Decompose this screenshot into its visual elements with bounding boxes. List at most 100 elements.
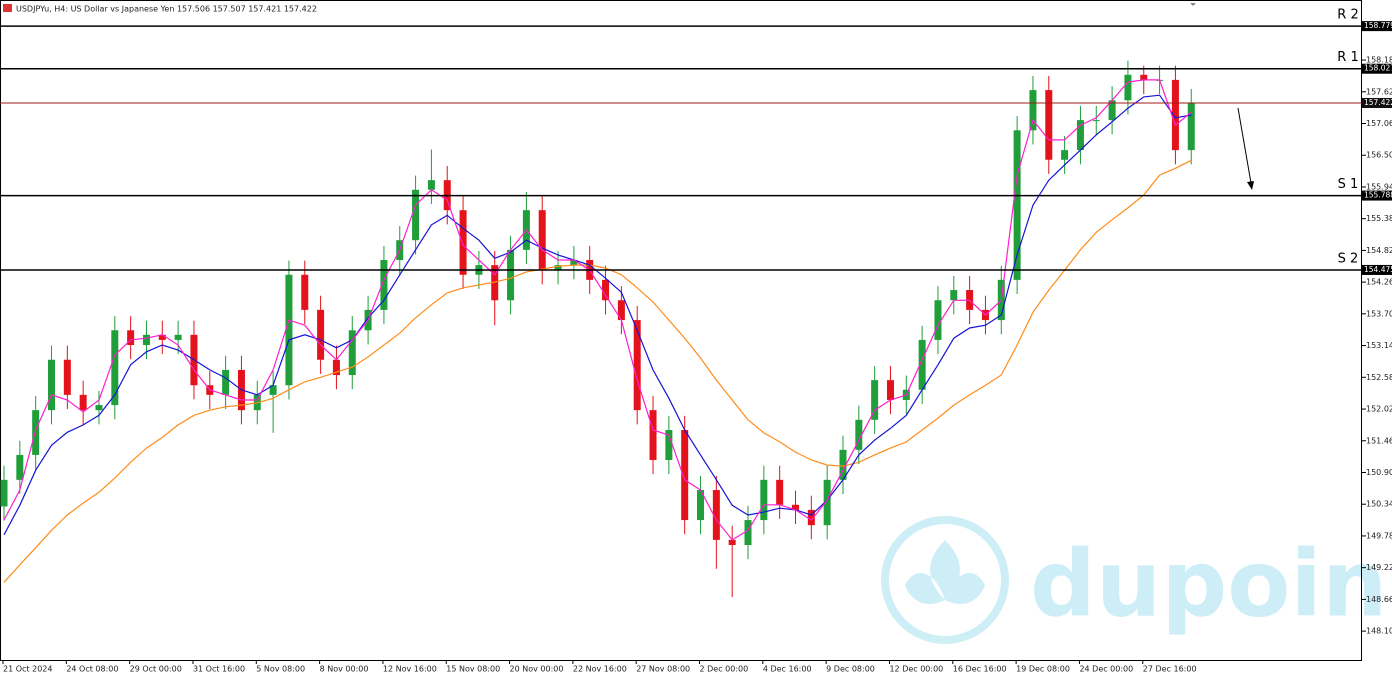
price-box-label: 154.475	[1364, 265, 1392, 274]
candle-body	[934, 300, 942, 340]
candle-body	[855, 419, 863, 450]
candle-body	[348, 330, 356, 376]
y-tick-label: 150.340	[1366, 500, 1392, 509]
candle-body	[1029, 90, 1037, 131]
level-label: R 1	[1337, 50, 1358, 65]
watermark-logo	[881, 516, 1009, 644]
y-tick-label: 153.700	[1366, 309, 1392, 318]
x-tick-label: 22 Nov 16:00	[573, 665, 627, 674]
candle-body	[63, 359, 71, 395]
candle-body	[32, 410, 40, 455]
candle-body	[427, 180, 435, 190]
candle-body	[412, 189, 420, 241]
x-tick-label: 12 Dec 00:00	[889, 665, 943, 674]
x-tick-label: 21 Oct 2024	[3, 665, 52, 674]
candle-body	[744, 520, 752, 545]
y-tick-label: 155.380	[1366, 214, 1392, 223]
candle-body	[1013, 130, 1021, 280]
x-tick-label: 31 Oct 16:00	[193, 665, 245, 674]
candle-body	[47, 359, 55, 411]
candle-body	[728, 539, 736, 545]
price-box	[1362, 63, 1392, 74]
candle-body	[649, 410, 657, 461]
candle-body	[0, 479, 8, 507]
y-tick-label: 148.100	[1366, 627, 1392, 636]
candle-body	[174, 334, 182, 340]
plot-border	[0, 0, 1362, 661]
y-tick-label: 150.900	[1366, 468, 1392, 477]
candle-body	[823, 479, 831, 526]
candle-body	[665, 429, 673, 461]
y-tick-label: 156.500	[1366, 151, 1392, 160]
candle-body	[285, 274, 293, 386]
candle-body	[776, 479, 784, 505]
forecast-arrow	[1237, 107, 1252, 184]
candle-body	[111, 330, 119, 406]
x-tick-label: 9 Dec 08:00	[826, 665, 875, 674]
watermark-text: dupoin	[1030, 530, 1387, 637]
candle-body	[792, 504, 799, 510]
candle-body	[1108, 100, 1116, 121]
candle-body	[633, 320, 641, 411]
candle-body	[158, 334, 166, 340]
level-label: S 1	[1338, 177, 1359, 192]
candle-body	[760, 479, 768, 521]
x-tick-label: 27 Nov 08:00	[636, 665, 690, 674]
x-tick-label: 19 Dec 08:00	[1016, 665, 1070, 674]
candle-body	[886, 380, 894, 400]
candle-body	[950, 290, 958, 301]
y-tick-label: 153.140	[1366, 341, 1392, 350]
x-tick-label: 4 Dec 16:00	[763, 665, 812, 674]
y-tick-label: 158.180	[1366, 56, 1392, 65]
price-box	[1362, 21, 1392, 32]
level-label: R 2	[1337, 8, 1358, 23]
level-label: S 2	[1338, 251, 1359, 266]
price-box	[1362, 190, 1392, 201]
candle-body	[807, 509, 815, 526]
candle-body	[317, 309, 325, 360]
x-tick-label: 24 Oct 08:00	[66, 665, 118, 674]
candle-body	[1092, 120, 1100, 122]
candle-body	[459, 210, 467, 275]
y-tick-label: 157.060	[1366, 119, 1392, 128]
candle-body	[142, 334, 150, 346]
x-tick-label: 5 Nov 08:00	[256, 665, 305, 674]
x-tick-label: 29 Oct 00:00	[130, 665, 182, 674]
y-tick-label: 151.460	[1366, 436, 1392, 445]
candle-body	[918, 339, 926, 390]
y-tick-label: 154.260	[1366, 278, 1392, 287]
candle-body	[1061, 150, 1069, 160]
price-box-label: 158.779	[1364, 21, 1392, 30]
moving-average	[3, 94, 1192, 536]
candle-body	[1124, 74, 1132, 101]
chart-title: USDJPYu, H4: US Dollar vs Japanese Yen 1…	[16, 5, 317, 14]
current-price-box	[1362, 97, 1392, 108]
candle-body	[1187, 102, 1195, 151]
candle-body	[507, 249, 515, 301]
candle-body	[1140, 74, 1148, 80]
moving-average	[3, 159, 1192, 583]
candle-body	[127, 330, 135, 346]
x-tick-label: 16 Dec 16:00	[953, 665, 1007, 674]
forecast-arrowhead	[1247, 181, 1254, 190]
candle-body	[301, 274, 309, 310]
candle-body	[1076, 120, 1084, 151]
candle-body	[712, 490, 720, 540]
candle-body	[617, 300, 625, 321]
x-tick-label: 2 Dec 00:00	[700, 665, 749, 674]
candle-body	[16, 454, 24, 480]
y-tick-label: 155.940	[1366, 182, 1392, 191]
candle-body	[538, 210, 546, 271]
x-tick-label: 12 Nov 16:00	[383, 665, 437, 674]
y-tick-label: 149.780	[1366, 531, 1392, 540]
y-tick-label: 149.220	[1366, 563, 1392, 572]
price-box-label: 158.027	[1364, 64, 1392, 73]
candle-body	[222, 369, 230, 395]
scroll-marker	[1190, 3, 1196, 6]
candle-body	[554, 265, 562, 271]
candle-body	[269, 385, 277, 395]
y-tick-label: 152.020	[1366, 405, 1392, 414]
candle-body	[95, 405, 103, 411]
